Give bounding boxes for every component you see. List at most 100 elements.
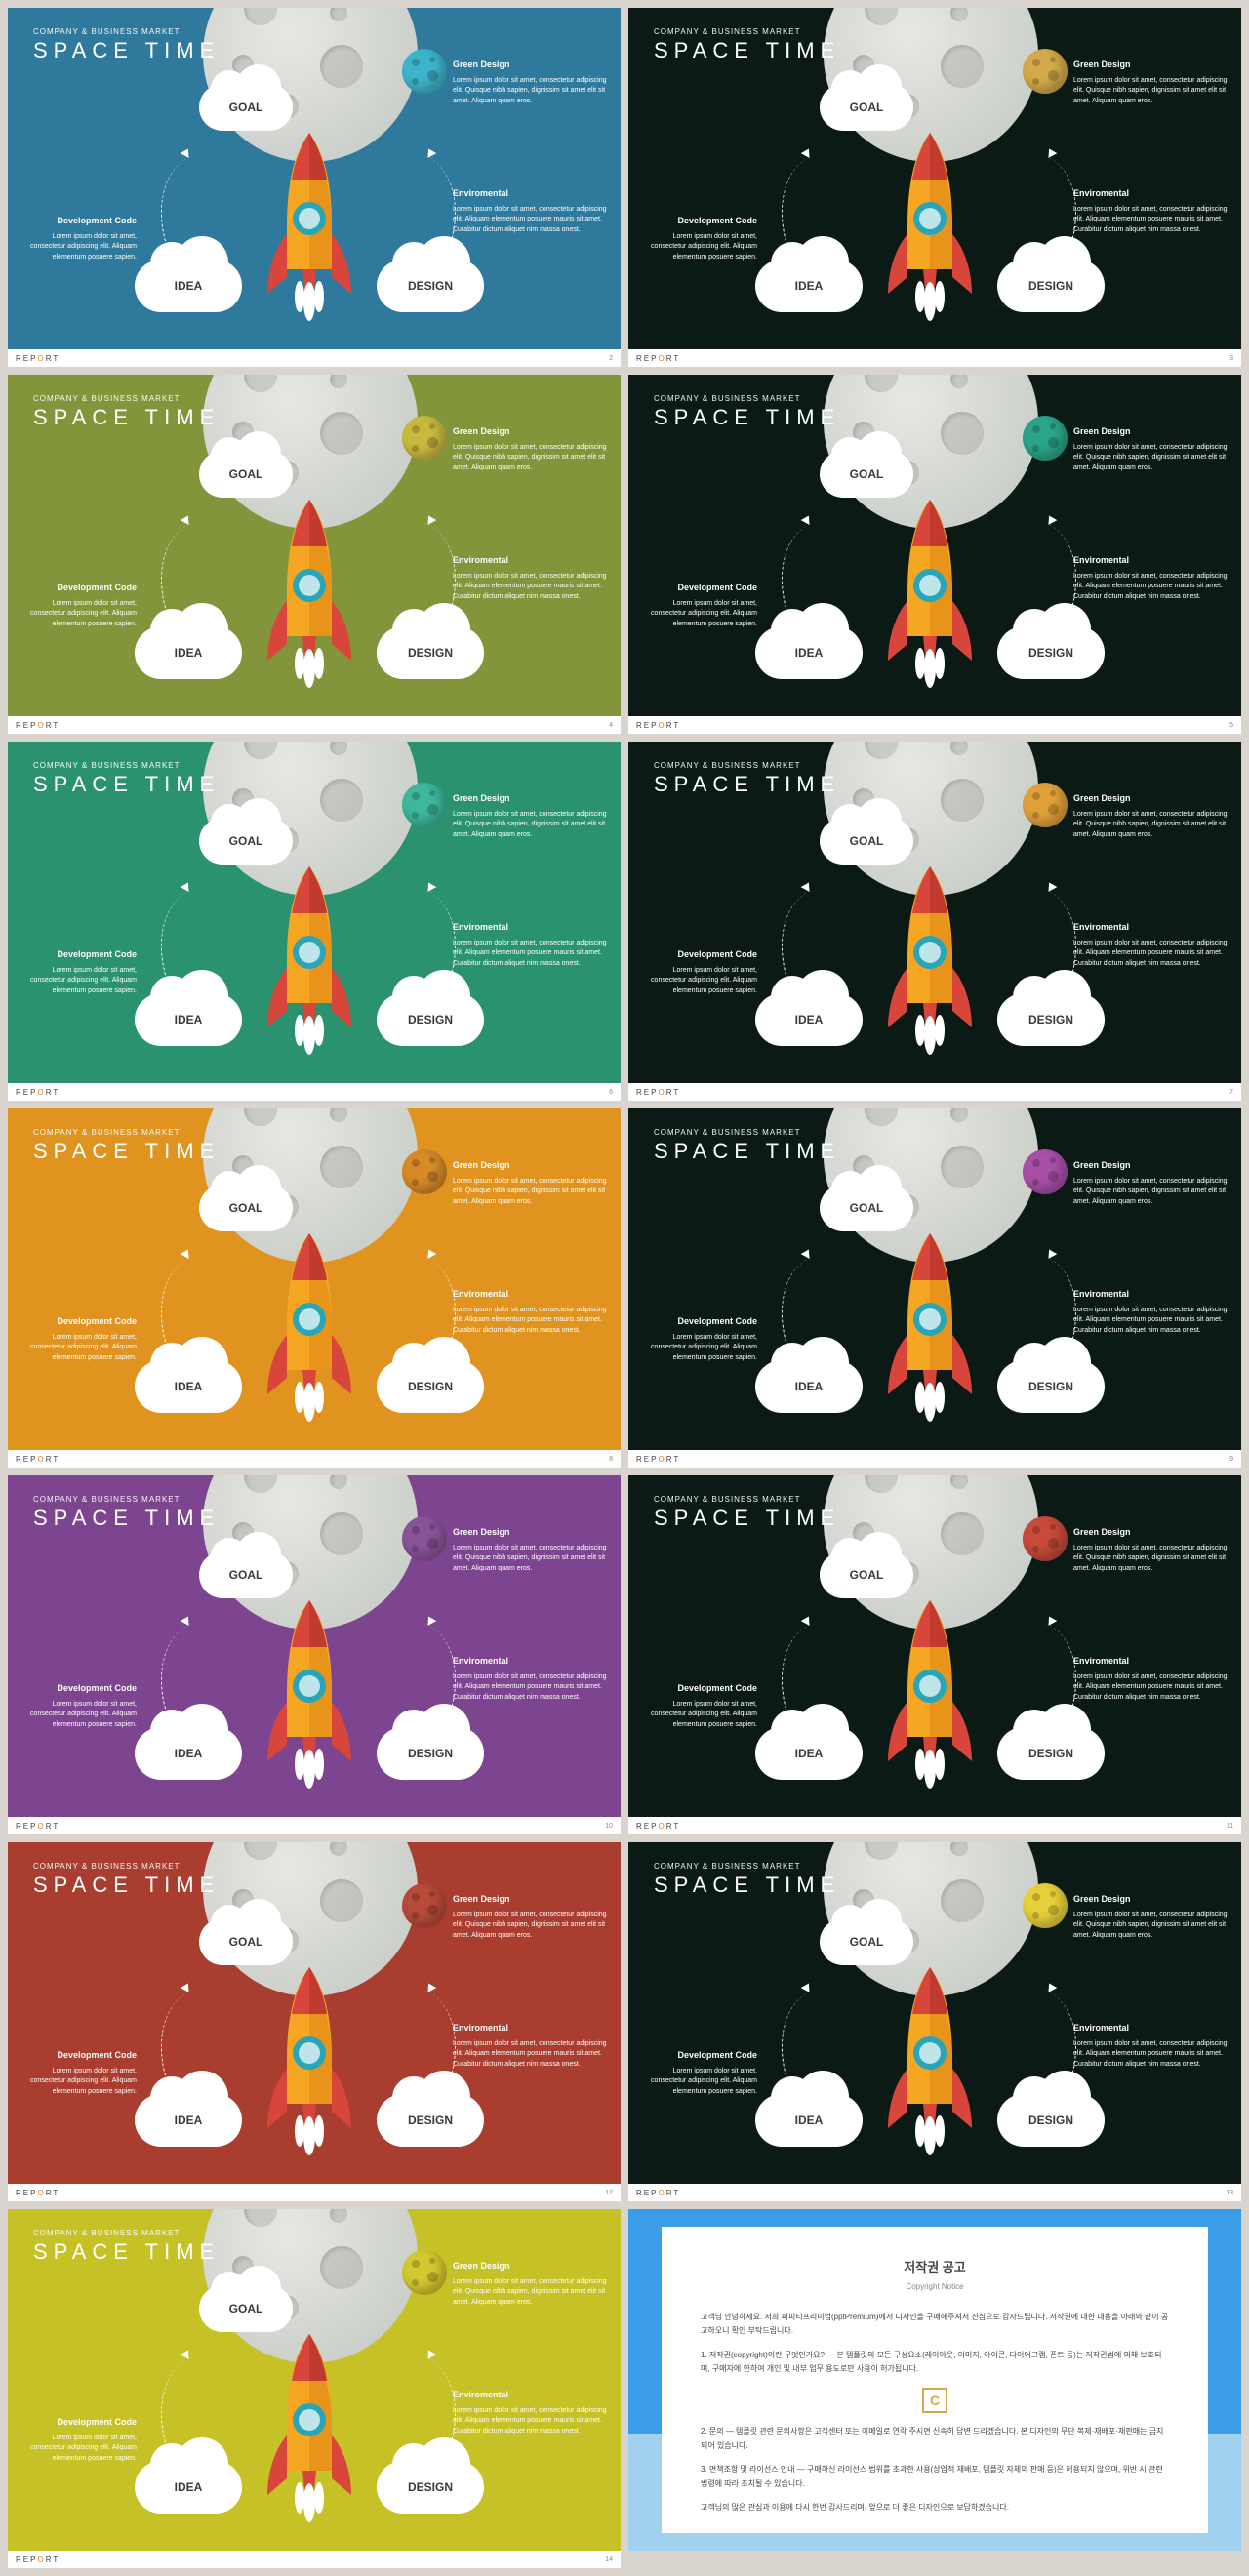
arrow-right-icon [424, 513, 437, 525]
planet-icon [402, 1516, 447, 1561]
slide: COMPANY & BUSINESS MARKET SPACE TIME GOA… [8, 2209, 621, 2568]
goal-cloud: GOAL [820, 1551, 913, 1598]
slide-footer: REPORT 12 [8, 2184, 621, 2201]
green-design-text: Green DesignLorem ipsum dolor sit amet, … [1073, 1526, 1229, 1574]
design-cloud: DESIGN [997, 260, 1105, 312]
green-design-text: Green DesignLorem ipsum dolor sit amet, … [453, 1893, 609, 1941]
idea-cloud: IDEA [135, 260, 242, 312]
slide-canvas: COMPANY & BUSINESS MARKET SPACE TIME GOA… [8, 1475, 621, 1817]
planet-icon [402, 1149, 447, 1194]
arrow-left-icon [181, 513, 193, 525]
environmental-text: EnviromentalLorem ipsum dolor sit amet, … [1073, 921, 1229, 969]
design-cloud: DESIGN [997, 626, 1105, 679]
slide-header: COMPANY & BUSINESS MARKET SPACE TIME [654, 1495, 840, 1531]
green-design-text: Green DesignLorem ipsum dolor sit amet, … [453, 1526, 609, 1574]
slide-footer: REPORT 5 [628, 716, 1241, 734]
arrow-left-icon [181, 2348, 193, 2359]
slide-subtitle: COMPANY & BUSINESS MARKET [33, 1495, 220, 1504]
copyright-p5: 고객님의 많은 관심과 이용에 다시 한번 감사드리며, 앞으로 더 좋은 디자… [701, 2501, 1169, 2515]
environmental-text: EnviromentalLorem ipsum dolor sit amet, … [1073, 554, 1229, 602]
rocket-icon [886, 133, 974, 323]
rocket-icon [265, 1967, 353, 2157]
page-number: 2 [609, 355, 613, 362]
idea-cloud: IDEA [755, 1360, 863, 1413]
slide-footer: REPORT 9 [628, 1450, 1241, 1468]
development-text: Development CodeLorem ipsum dolor sit am… [642, 948, 757, 996]
goal-cloud: GOAL [820, 84, 913, 131]
goal-cloud: GOAL [820, 1185, 913, 1231]
slide-header: COMPANY & BUSINESS MARKET SPACE TIME [33, 394, 220, 430]
slide-title: SPACE TIME [654, 1139, 840, 1164]
page-number: 13 [1226, 2190, 1233, 2196]
design-cloud: DESIGN [377, 626, 484, 679]
arrow-left-icon [181, 880, 193, 892]
arrow-left-icon [181, 1247, 193, 1259]
page-number: 7 [1229, 1089, 1233, 1096]
slide: COMPANY & BUSINESS MARKET SPACE TIME GOA… [8, 1842, 621, 2201]
environmental-text: EnviromentalLorem ipsum dolor sit amet, … [1073, 187, 1229, 235]
arrow-left-icon [801, 513, 814, 525]
slide-canvas: COMPANY & BUSINESS MARKET SPACE TIME GOA… [8, 2209, 621, 2551]
slide: COMPANY & BUSINESS MARKET SPACE TIME GOA… [8, 375, 621, 734]
green-design-text: Green DesignLorem ipsum dolor sit amet, … [1073, 1159, 1229, 1207]
rocket-icon [886, 1600, 974, 1791]
goal-cloud: GOAL [820, 818, 913, 865]
slide-footer: REPORT 4 [8, 716, 621, 734]
design-cloud: DESIGN [997, 2094, 1105, 2147]
rocket-icon [265, 2334, 353, 2524]
development-text: Development CodeLorem ipsum dolor sit am… [21, 1315, 137, 1363]
design-cloud: DESIGN [377, 2094, 484, 2147]
idea-cloud: IDEA [755, 626, 863, 679]
slide-footer: REPORT 10 [8, 1817, 621, 1834]
idea-cloud: IDEA [135, 993, 242, 1046]
footer-brand: REPORT [16, 2556, 60, 2564]
idea-cloud: IDEA [135, 1727, 242, 1780]
design-cloud: DESIGN [997, 1360, 1105, 1413]
goal-cloud: GOAL [199, 818, 293, 865]
goal-cloud: GOAL [199, 84, 293, 131]
slide-header: COMPANY & BUSINESS MARKET SPACE TIME [654, 761, 840, 797]
copyright-paper: 저작권 공고 Copyright Notice 고객님 안녕하세요. 저희 피피… [662, 2227, 1208, 2533]
development-text: Development CodeLorem ipsum dolor sit am… [21, 215, 137, 262]
slide: COMPANY & BUSINESS MARKET SPACE TIME GOA… [628, 1475, 1241, 1834]
development-text: Development CodeLorem ipsum dolor sit am… [642, 582, 757, 629]
slide-subtitle: COMPANY & BUSINESS MARKET [33, 1862, 220, 1871]
footer-brand: REPORT [16, 1822, 60, 1831]
slide-subtitle: COMPANY & BUSINESS MARKET [33, 394, 220, 403]
design-cloud: DESIGN [997, 993, 1105, 1046]
footer-brand: REPORT [636, 354, 680, 363]
slide: COMPANY & BUSINESS MARKET SPACE TIME GOA… [628, 1108, 1241, 1468]
slide-header: COMPANY & BUSINESS MARKET SPACE TIME [33, 1128, 220, 1164]
copyright-p1: 고객님 안녕하세요. 저희 피피티프리미엄(pptPremium)에서 디자인을… [701, 2311, 1169, 2339]
slide-header: COMPANY & BUSINESS MARKET SPACE TIME [654, 394, 840, 430]
page-number: 10 [605, 1823, 613, 1830]
copyright-slide: 저작권 공고 Copyright Notice 고객님 안녕하세요. 저희 피피… [628, 2209, 1241, 2551]
idea-cloud: IDEA [135, 2461, 242, 2514]
slide-title: SPACE TIME [654, 1872, 840, 1898]
footer-brand: REPORT [16, 2189, 60, 2197]
slide-footer: REPORT 2 [8, 349, 621, 367]
planet-icon [402, 49, 447, 94]
planet-icon [402, 783, 447, 827]
development-text: Development CodeLorem ipsum dolor sit am… [21, 582, 137, 629]
slide-subtitle: COMPANY & BUSINESS MARKET [654, 1495, 840, 1504]
development-text: Development CodeLorem ipsum dolor sit am… [642, 215, 757, 262]
slide: COMPANY & BUSINESS MARKET SPACE TIME GOA… [628, 8, 1241, 367]
page-number: 4 [609, 722, 613, 729]
environmental-text: EnviromentalLorem ipsum dolor sit amet, … [453, 1655, 609, 1703]
arrow-left-icon [181, 146, 193, 158]
arrow-left-icon [801, 146, 814, 158]
slide-title: SPACE TIME [33, 1139, 220, 1164]
slide: COMPANY & BUSINESS MARKET SPACE TIME GOA… [628, 1842, 1241, 2201]
slide-canvas: COMPANY & BUSINESS MARKET SPACE TIME GOA… [8, 1108, 621, 1450]
green-design-text: Green DesignLorem ipsum dolor sit amet, … [453, 792, 609, 840]
development-text: Development CodeLorem ipsum dolor sit am… [642, 1682, 757, 1730]
slide-subtitle: COMPANY & BUSINESS MARKET [654, 761, 840, 770]
idea-cloud: IDEA [755, 260, 863, 312]
planet-icon [1023, 49, 1068, 94]
idea-cloud: IDEA [755, 993, 863, 1046]
planet-icon [1023, 1516, 1068, 1561]
slide: COMPANY & BUSINESS MARKET SPACE TIME GOA… [628, 375, 1241, 734]
environmental-text: EnviromentalLorem ipsum dolor sit amet, … [453, 2022, 609, 2070]
arrow-left-icon [801, 1981, 814, 1992]
